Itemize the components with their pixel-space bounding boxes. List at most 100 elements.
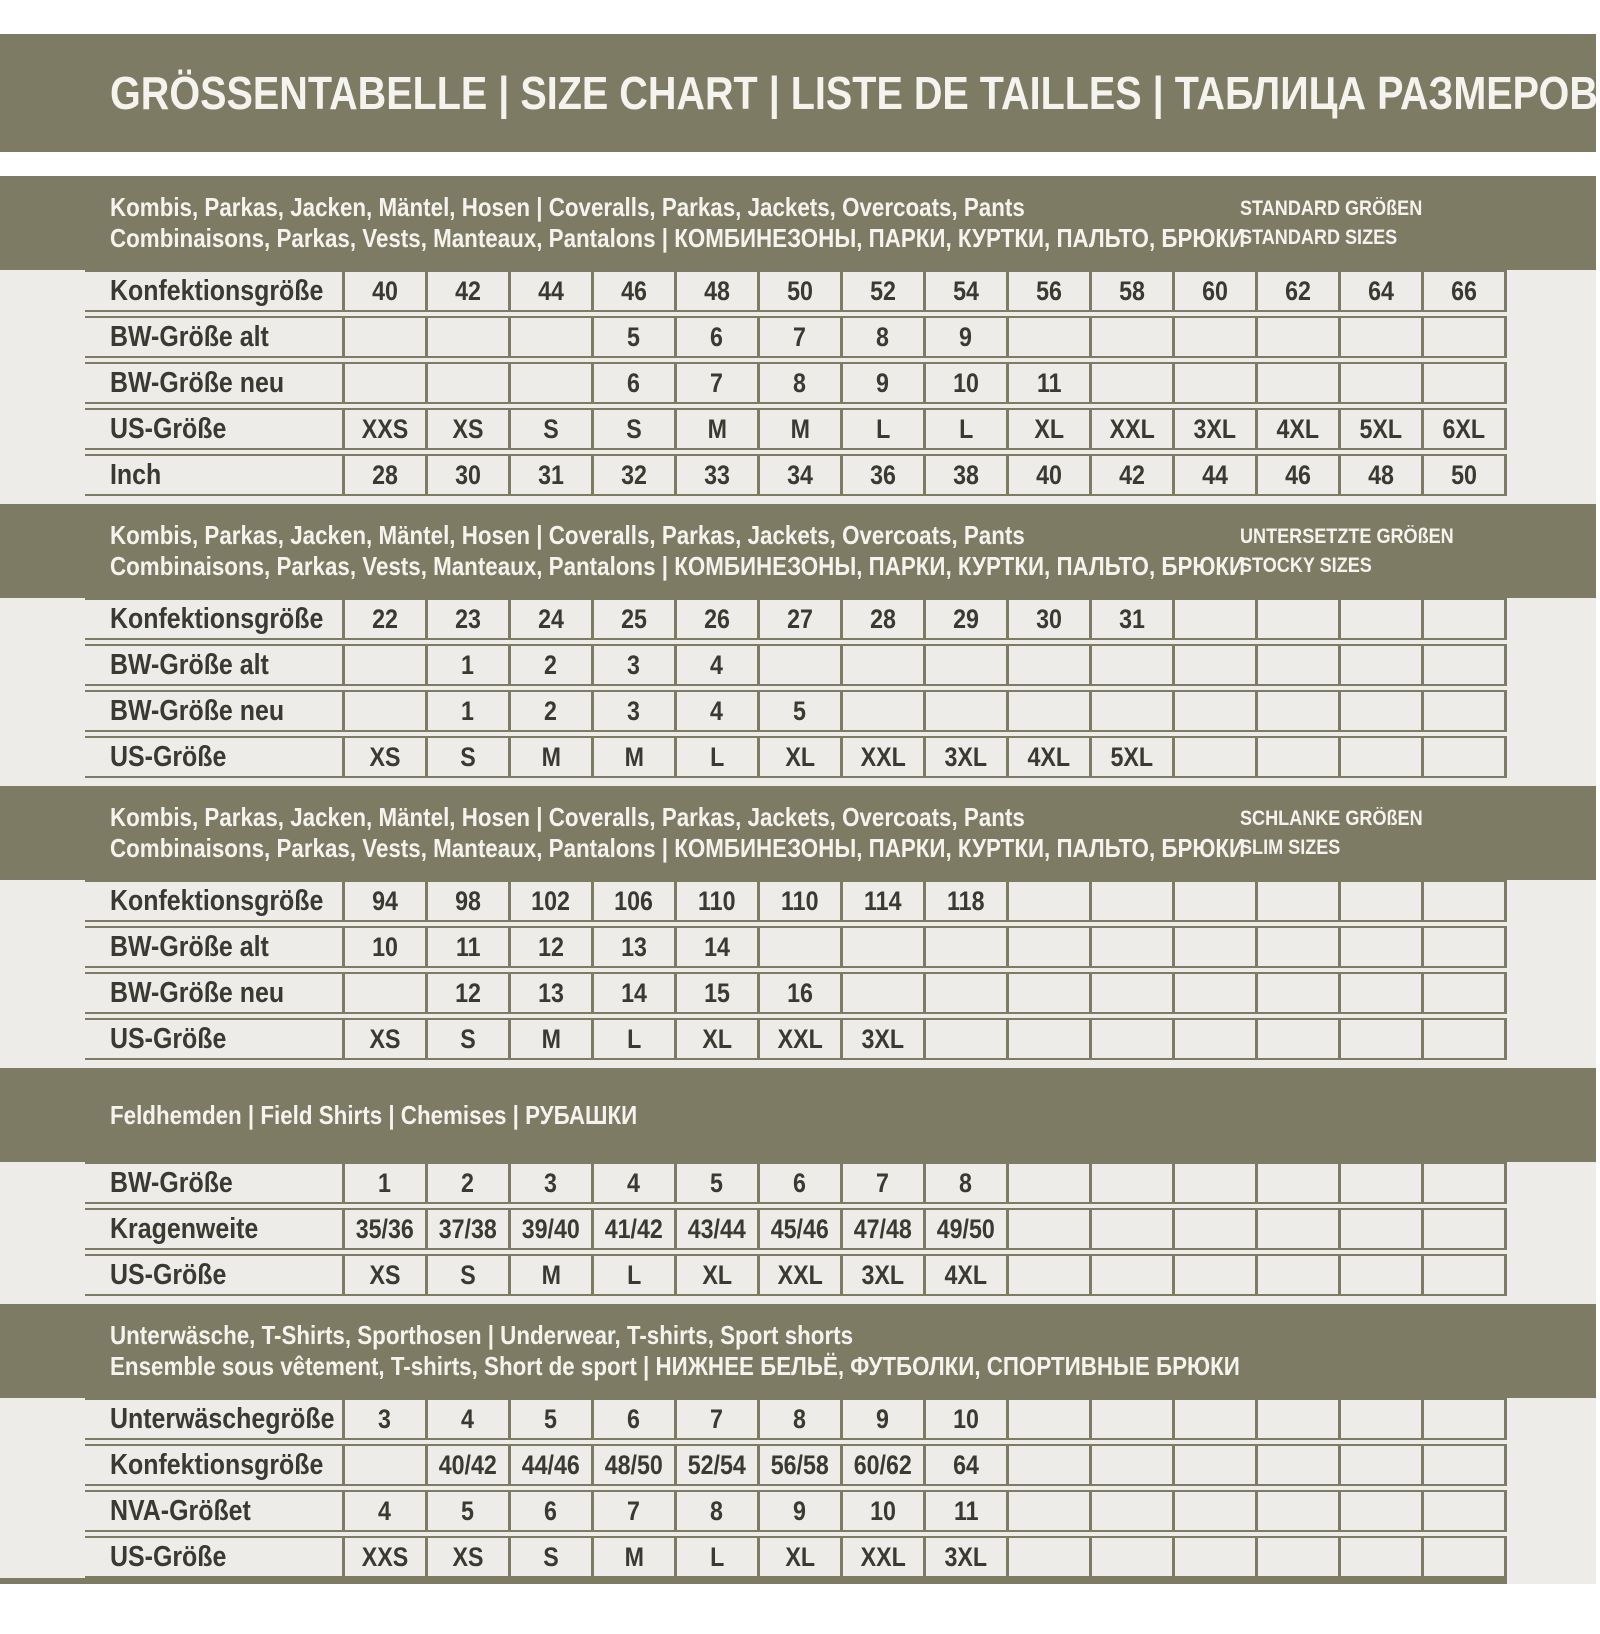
size-cell: 5 <box>677 1164 760 1202</box>
size-cell <box>1258 318 1341 356</box>
row-label-text: Konfektionsgröße <box>110 274 324 307</box>
size-cell: 4XL <box>1258 410 1341 448</box>
size-cell-value: 48/50 <box>604 1449 664 1480</box>
row-label-text: BW-Größe neu <box>110 694 285 727</box>
size-cell-value: 12 <box>538 931 564 962</box>
size-cell-value: XXL <box>777 1259 823 1290</box>
size-cell: 48 <box>1341 456 1424 494</box>
size-cell <box>1258 646 1341 684</box>
size-cell-value: 10 <box>953 367 979 398</box>
size-cell-value: 46 <box>1285 459 1311 490</box>
size-table: Konfektionsgröße 22 23 24 25 26 27 28 29 30 31 BW-G… <box>85 598 1507 778</box>
size-cell <box>1424 364 1507 402</box>
size-cell-value: 6 <box>544 1495 558 1526</box>
size-cell: 13 <box>594 928 677 966</box>
section-header-line2-text: Combinaisons, Parkas, Vests, Manteaux, P… <box>110 551 1246 581</box>
size-cell: 5 <box>511 1400 594 1438</box>
size-cell <box>345 318 428 356</box>
section-header: Kombis, Parkas, Jacken, Mäntel, Hosen | … <box>0 504 1596 598</box>
size-cell-value: 6 <box>627 367 641 398</box>
size-cell: 47/48 <box>843 1210 926 1248</box>
size-cell-value: 11 <box>1036 367 1062 398</box>
size-cell: 7 <box>677 364 760 402</box>
size-cell-value: 3XL <box>1193 413 1237 444</box>
size-cell-value: 2 <box>461 1167 475 1198</box>
section-side-label-line1-text: STANDARD GRÖßEN <box>1240 197 1423 220</box>
size-cell: 3XL <box>1175 410 1258 448</box>
size-cell: L <box>594 1256 677 1294</box>
size-cell-value: 4XL <box>1027 741 1071 772</box>
row-label: BW-Größe neu <box>85 692 345 730</box>
size-cell: M <box>760 410 843 448</box>
size-cell-value: 102 <box>531 885 571 916</box>
size-cell-value: 16 <box>787 977 813 1008</box>
size-cell <box>1258 974 1341 1012</box>
size-cell: 24 <box>511 600 594 638</box>
size-cell-value: 24 <box>538 603 564 634</box>
size-cell: 27 <box>760 600 843 638</box>
size-cell: 7 <box>843 1164 926 1202</box>
page-title-text: GRÖSSENTABELLE | SIZE CHART | LISTE DE T… <box>110 67 1598 119</box>
size-cell-value: M <box>541 1023 561 1054</box>
size-cell-value: 15 <box>704 977 730 1008</box>
size-cell-value: 8 <box>959 1167 973 1198</box>
row-label: BW-Größe alt <box>85 318 345 356</box>
size-cell: 2 <box>511 692 594 730</box>
size-cell: M <box>594 1538 677 1576</box>
size-cell-value: 5XL <box>1359 413 1403 444</box>
section-header: Kombis, Parkas, Jacken, Mäntel, Hosen | … <box>0 176 1596 270</box>
size-cell: 10 <box>926 364 1009 402</box>
size-cell: 8 <box>760 364 843 402</box>
size-cell-value: 58 <box>1119 275 1145 306</box>
size-cell-value: 41/42 <box>604 1213 664 1244</box>
size-cell: 64 <box>1341 272 1424 310</box>
size-cell: 7 <box>760 318 843 356</box>
size-cell: 42 <box>1092 456 1175 494</box>
size-cell: 16 <box>760 974 843 1012</box>
size-cell: 6XL <box>1424 410 1507 448</box>
size-cell: 40 <box>345 272 428 310</box>
size-cell: 94 <box>345 882 428 920</box>
row-label-text: US-Größe <box>110 740 227 773</box>
size-cell: 44 <box>511 272 594 310</box>
size-cell: 7 <box>677 1400 760 1438</box>
size-cell-value: 13 <box>538 977 564 1008</box>
size-cell: 12 <box>511 928 594 966</box>
table-row: BW-Größe alt 10 11 12 13 14 <box>85 926 1507 968</box>
size-cell: 34 <box>760 456 843 494</box>
size-cell-value: 32 <box>621 459 647 490</box>
size-cell: 3 <box>594 646 677 684</box>
size-cell: XS <box>345 1020 428 1058</box>
size-cell <box>1424 1210 1507 1248</box>
size-cell <box>1092 364 1175 402</box>
size-table: BW-Größe 1 2 3 4 5 6 7 8 Kragenweite 35/36 37/38 39/… <box>85 1162 1507 1296</box>
size-cell <box>1009 1538 1092 1576</box>
size-cell <box>1175 1256 1258 1294</box>
size-cell: 41/42 <box>594 1210 677 1248</box>
size-cell-value: 45/46 <box>770 1213 830 1244</box>
size-cell <box>1424 318 1507 356</box>
size-table: Unterwäschegröße 3 4 5 6 7 8 9 10 Konfektionsgröß… <box>85 1398 1507 1578</box>
size-cell <box>1424 882 1507 920</box>
size-cell-value: 9 <box>876 1403 890 1434</box>
size-cell: 106 <box>594 882 677 920</box>
size-cell-value: 31 <box>538 459 564 490</box>
size-section-1: Kombis, Parkas, Jacken, Mäntel, Hosen | … <box>0 176 1596 496</box>
section-header-line2: Ensemble sous vêtement, T-shirts, Short … <box>110 1351 1240 1382</box>
size-cell <box>1175 1492 1258 1530</box>
size-cell-value: 3 <box>378 1403 392 1434</box>
size-cell-value: XS <box>369 741 401 772</box>
size-cell <box>1175 928 1258 966</box>
size-cell-value: 4 <box>461 1403 475 1434</box>
size-cell: XS <box>428 1538 511 1576</box>
size-cell: 1 <box>428 646 511 684</box>
size-cell: 49/50 <box>926 1210 1009 1248</box>
row-label-text: US-Größe <box>110 1258 227 1291</box>
table-row: Konfektionsgröße 40 42 44 46 48 50 52 54 56 58 60 62… <box>85 270 1507 312</box>
size-cell <box>1258 600 1341 638</box>
size-cell: 10 <box>926 1400 1009 1438</box>
size-cell-value: 40 <box>1036 459 1062 490</box>
section-header-line1: Kombis, Parkas, Jacken, Mäntel, Hosen | … <box>110 802 1236 833</box>
size-cell <box>511 364 594 402</box>
size-cell: 5 <box>594 318 677 356</box>
